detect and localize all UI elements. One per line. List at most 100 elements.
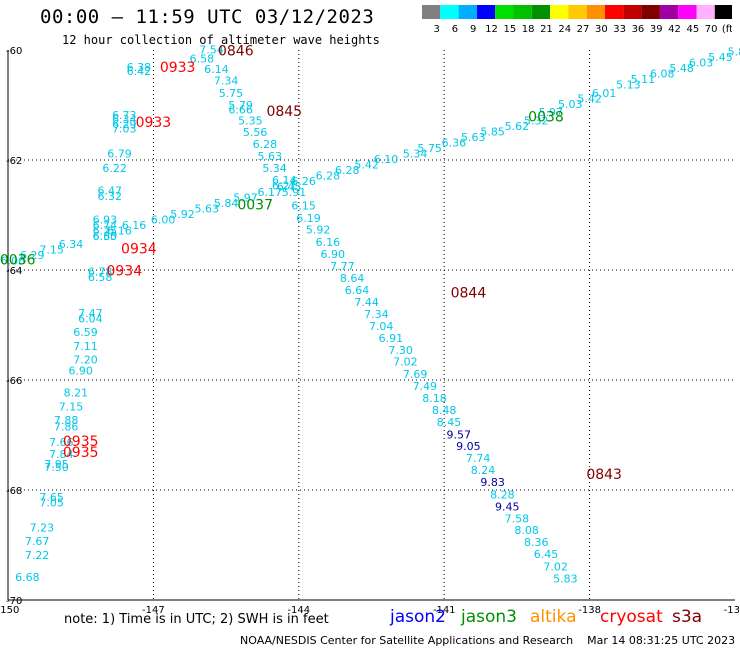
color-swatch [440, 5, 459, 19]
color-scale-label: 24 [558, 24, 571, 35]
color-swatch [696, 5, 715, 19]
wave-height-point: 7.95 [44, 458, 69, 471]
color-swatch [641, 5, 660, 19]
color-swatch [678, 5, 697, 19]
wave-height-point: 6.45 [277, 180, 302, 193]
wave-height-point: 7.67 [25, 535, 50, 548]
wave-height-point: 6.93 [93, 213, 118, 226]
wave-height-point: 7.05 [39, 497, 64, 510]
wave-height-point: 6.03 [689, 57, 714, 70]
track-time-label: 0935 [63, 434, 99, 450]
wave-height-point: 7.23 [30, 521, 55, 534]
wave-height-point: 5.97 [233, 191, 258, 204]
wave-height-point: 6.16 [316, 236, 341, 249]
wave-height-point: 8.64 [340, 272, 365, 285]
color-swatch [476, 5, 496, 19]
wave-height-point: 8.48 [432, 404, 457, 417]
wave-height-point: 6.08 [650, 68, 675, 81]
wave-height-point: 5.13 [616, 79, 641, 92]
wave-height-point: 7.74 [466, 452, 491, 465]
wave-height-point: 5.91 [282, 186, 307, 199]
color-scale-label: 27 [577, 24, 590, 35]
wave-height-point: 6.38 [127, 61, 152, 74]
wave-height-point: 5.92 [170, 208, 195, 221]
satellite-altika: altika [530, 607, 577, 627]
wave-height-point: 5.84 [214, 197, 239, 210]
wave-height-point: 7.02 [543, 560, 568, 573]
x-tick-label: -141 [433, 605, 456, 616]
color-swatch [623, 5, 642, 19]
wave-height-point: 7.44 [354, 296, 379, 309]
color-scale-label: 30 [595, 24, 608, 35]
wave-height-point: 7.30 [388, 344, 413, 357]
wave-height-point: 6.90 [68, 365, 93, 378]
wave-height-point: 7.02 [393, 356, 418, 369]
wave-height-point: 7.69 [403, 368, 428, 381]
track-time-label: 0934 [121, 242, 157, 258]
wave-height-point: 6.58 [190, 53, 215, 66]
wave-height-point: 5.75 [219, 87, 244, 100]
color-swatch [513, 5, 532, 19]
wave-height-point: 6.32 [98, 190, 123, 203]
wave-height-point: 6.66 [228, 103, 253, 116]
wave-height-point: 6.19 [296, 212, 321, 225]
x-tick-label: -144 [287, 605, 310, 616]
y-tick-label: -68 [6, 486, 22, 497]
wave-height-point: 7.11 [73, 340, 98, 353]
track-time-label: 0036 [0, 253, 36, 269]
wave-height-point: 5.42 [577, 92, 602, 105]
color-swatch [659, 5, 679, 19]
wave-height-point: 6.91 [379, 332, 404, 345]
x-tick-label: -150 [0, 605, 19, 616]
wave-height-point: 7.54 [199, 43, 224, 56]
wave-height-point: 7.34 [214, 75, 239, 88]
wave-height-point: 5.35 [238, 114, 263, 127]
color-scale-label: 45 [686, 24, 699, 35]
chart-title: 00:00 — 11:59 UTC 03/12/2023 [40, 6, 375, 28]
color-scale-label: 6 [452, 24, 458, 35]
wave-height-point: 6.45 [534, 548, 559, 561]
wave-height-point: 5.34 [262, 162, 287, 175]
wave-height-point: 5.42 [354, 158, 379, 171]
wave-height-point: 5.97 [539, 106, 564, 119]
wave-height-point: 8.45 [437, 416, 462, 429]
x-tick-label: -147 [142, 605, 165, 616]
color-scale-label: 21 [540, 24, 553, 35]
wave-height-point: 6.47 [98, 185, 123, 198]
wave-height-point: 9.05 [456, 440, 481, 453]
wave-height-point: 7.50 [44, 461, 69, 474]
wave-height-point: 8.08 [514, 524, 539, 537]
wave-height-point: 8.28 [490, 488, 515, 501]
color-scale-label: 9 [470, 24, 476, 35]
y-tick-label: -60 [6, 46, 22, 57]
wave-height-point: 6.58 [88, 271, 113, 284]
wave-height-point: 5.62 [505, 120, 530, 133]
track-time-label: 0844 [451, 286, 487, 302]
wave-height-point: 5.75 [417, 142, 442, 155]
wave-height-point: 6.34 [112, 113, 137, 126]
color-scale-label: 18 [522, 24, 535, 35]
wave-height-point: 5.63 [257, 150, 282, 163]
y-tick-label: -66 [6, 376, 22, 387]
wave-height-point: 5.83 [553, 572, 578, 585]
wave-height-point: 6.28 [253, 138, 278, 151]
track-time-label: 0934 [106, 264, 142, 280]
wave-height-point: 5.32 [524, 114, 549, 127]
wave-height-point: 6.78 [88, 266, 113, 279]
wave-height-point: 6.22 [102, 162, 127, 175]
satellite-cryosat: cryosat [600, 607, 663, 627]
y-tick-label: -64 [6, 266, 22, 277]
wave-height-point: 5.45 [708, 51, 733, 64]
wave-height-point: 5.34 [403, 147, 428, 160]
track-time-label: 0846 [218, 44, 254, 60]
wave-height-point: 7.20 [73, 354, 98, 367]
satellite-jason3: jason3 [461, 607, 517, 627]
wave-height-point: 9.57 [446, 428, 471, 441]
track-time-label: 0038 [528, 110, 564, 126]
color-scale-label: 70 [705, 24, 718, 35]
color-scale-label: 33 [613, 24, 626, 35]
wave-height-point: 6.26 [291, 175, 316, 188]
satellite-jason2: jason2 [390, 607, 446, 627]
wave-height-point: 7.22 [25, 549, 50, 562]
wave-height-point: 9.83 [480, 476, 505, 489]
